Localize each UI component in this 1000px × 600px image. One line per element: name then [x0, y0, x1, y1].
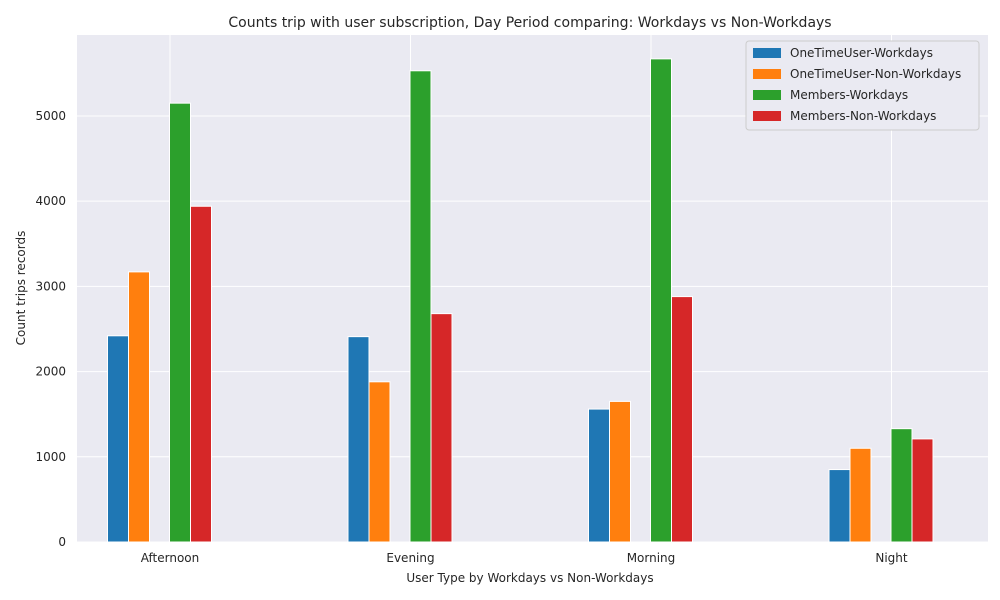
y-tick-label: 1000: [35, 450, 66, 464]
legend-label: Members-Non-Workdays: [790, 109, 936, 123]
chart-title: Counts trip with user subscription, Day …: [228, 15, 831, 31]
x-axis-label: User Type by Workdays vs Non-Workdays: [406, 571, 653, 585]
bar: [911, 438, 934, 543]
bar: [588, 408, 610, 543]
x-tick-label: Afternoon: [141, 551, 200, 565]
bar: [347, 336, 370, 543]
bar: [650, 58, 672, 543]
legend-label: OneTimeUser-Workdays: [790, 46, 933, 60]
bar: [828, 469, 851, 543]
legend-box: [745, 40, 980, 131]
y-tick-label: 4000: [35, 194, 66, 208]
bar: [890, 428, 913, 543]
bar: [169, 102, 191, 543]
bar: [368, 381, 391, 543]
x-tick-label: Night: [875, 551, 908, 565]
x-tick-label: Evening: [386, 551, 434, 565]
legend-label: OneTimeUser-Non-Workdays: [790, 67, 961, 81]
bar: [430, 313, 453, 543]
x-tick-label: Morning: [627, 551, 676, 565]
legend-swatch: [753, 111, 781, 121]
x-tick-labels: Afternoon Evening Morning Night: [141, 551, 908, 565]
bars: [107, 58, 934, 543]
legend: OneTimeUser-Workdays OneTimeUser-Non-Work…: [745, 40, 980, 131]
bar: [190, 205, 212, 543]
bar: [107, 335, 129, 543]
y-tick-label: 0: [58, 535, 66, 549]
y-tick-label: 2000: [35, 365, 66, 379]
legend-swatch: [753, 90, 781, 100]
y-tick-label: 5000: [35, 109, 66, 123]
bar: [409, 70, 432, 543]
bar: [671, 296, 693, 543]
y-axis-label: Count trips records: [14, 231, 28, 346]
bar: [128, 271, 150, 543]
bar: [849, 447, 872, 543]
legend-swatch: [753, 48, 781, 58]
legend-swatch: [753, 69, 781, 79]
y-tick-label: 3000: [35, 279, 66, 293]
legend-label: Members-Workdays: [790, 88, 908, 102]
y-tick-labels: 0 1000 2000 3000 4000 5000: [35, 109, 66, 549]
bar: [609, 400, 631, 543]
